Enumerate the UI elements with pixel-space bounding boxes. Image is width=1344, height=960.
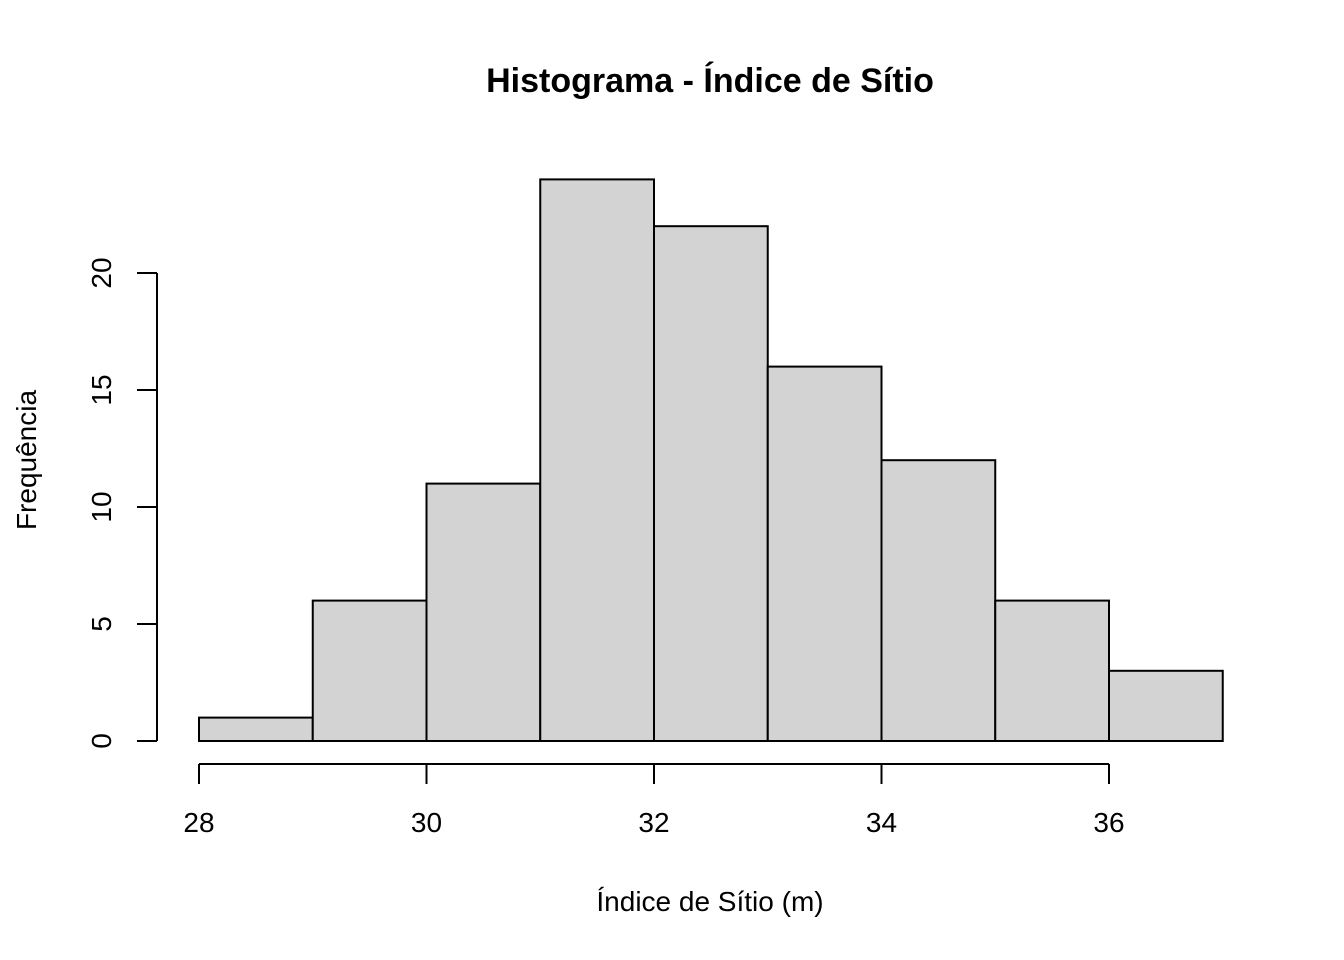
histogram-bar-4 [653, 225, 769, 742]
histogram-bar-3 [539, 178, 655, 742]
x-tick-label-1: 30 [411, 807, 442, 838]
histogram-bar-0 [198, 716, 314, 742]
histogram-bar-1 [311, 599, 428, 742]
y-tick-label-3: 15 [86, 374, 117, 405]
x-tick-label-2: 32 [638, 807, 669, 838]
chart-title: Histograma - Índice de Sítio [486, 62, 934, 100]
y-axis: 0 5 10 15 20 [86, 257, 158, 749]
x-tick-label-0: 28 [183, 807, 214, 838]
histogram-bar-2 [425, 482, 542, 742]
histogram-bar-6 [880, 459, 997, 742]
y-tick-label-0: 0 [86, 733, 117, 749]
y-tick-label-4: 20 [86, 257, 117, 288]
y-axis-label: Frequência [11, 390, 42, 531]
y-tick-label-1: 5 [86, 616, 117, 632]
histogram-bar-5 [766, 365, 883, 742]
histogram-bar-8 [1108, 669, 1224, 742]
bars [198, 178, 1224, 742]
x-axis: 28 30 32 34 36 [183, 763, 1125, 838]
x-tick-label-3: 34 [866, 807, 897, 838]
x-tick-label-4: 36 [1093, 807, 1124, 838]
y-tick-label-2: 10 [86, 491, 117, 522]
histogram-bar-7 [994, 599, 1110, 742]
x-axis-label: Índice de Sítio (m) [596, 886, 823, 917]
